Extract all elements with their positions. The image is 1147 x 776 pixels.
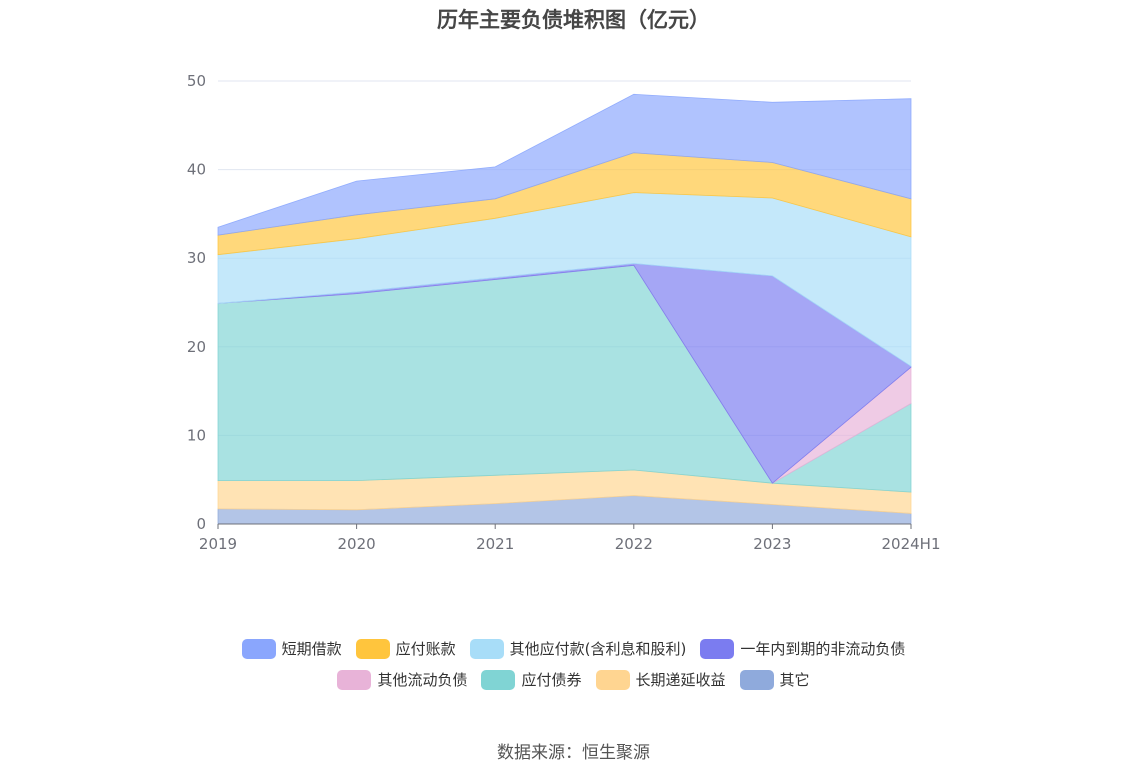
legend-label: 其他应付款(含利息和股利) — [509, 640, 687, 658]
y-tick-label: 10 — [187, 426, 206, 444]
legend-item[interactable]: 其他流动负债 — [337, 669, 467, 690]
y-tick-label: 20 — [187, 338, 206, 356]
chart-title: 历年主要负债堆积图（亿元） — [437, 8, 710, 32]
legend-swatch — [469, 638, 504, 659]
legend-item[interactable]: 一年内到期的非流动负债 — [700, 638, 905, 659]
legend-label: 其他流动负债 — [377, 671, 468, 689]
legend-swatch — [337, 669, 372, 690]
x-tick-label: 2019 — [199, 535, 237, 553]
legend-swatch — [739, 669, 774, 690]
x-tick-label: 2020 — [338, 535, 376, 553]
x-tick-label: 2021 — [476, 535, 514, 553]
y-tick-label: 40 — [187, 161, 206, 179]
legend-label: 其它 — [779, 671, 810, 689]
legend-item[interactable]: 短期借款 — [241, 638, 342, 659]
x-tick-label: 2024H1 — [882, 535, 941, 553]
area-series-7 — [217, 93, 912, 236]
stacked-area-chart: 0 10 20 30 40 50 2019 2020 2021 2022 2023 2024H1 — [187, 72, 941, 553]
axes: 0 10 20 30 40 50 2019 2020 2021 2022 2023 2024H1 — [187, 72, 941, 553]
legend-item[interactable]: 其他应付款(含利息和股利) — [469, 638, 687, 659]
legend-label: 长期递延收益 — [635, 671, 726, 689]
source-note: 数据来源：恒生聚源 — [497, 743, 650, 763]
legend-item[interactable]: 长期递延收益 — [595, 669, 726, 690]
y-tick-label: 0 — [196, 515, 206, 533]
y-tick-label: 50 — [187, 72, 206, 90]
legend-item[interactable]: 应付债券 — [481, 669, 582, 690]
legend-item[interactable]: 其它 — [739, 669, 810, 690]
legend: 短期借款 应付账款 其他应付款(含利息和股利) 一年内到期的非流动负债其他流动负债 应付… — [0, 638, 1147, 700]
area-series — [217, 93, 912, 525]
legend-swatch — [241, 638, 276, 659]
x-tick-label: 2022 — [615, 535, 653, 553]
legend-row: 短期借款 应付账款 其他应付款(含利息和股利) 一年内到期的非流动负债 — [0, 638, 1147, 659]
x-tick-label: 2023 — [753, 535, 791, 553]
legend-swatch — [700, 638, 735, 659]
legend-label: 应付债券 — [521, 671, 582, 689]
legend-swatch — [481, 669, 516, 690]
legend-swatch — [355, 638, 390, 659]
legend-label: 一年内到期的非流动负债 — [740, 640, 906, 658]
y-tick-label: 30 — [187, 249, 206, 267]
legend-swatch — [595, 669, 630, 690]
legend-label: 短期借款 — [281, 640, 342, 658]
legend-item[interactable]: 应付账款 — [355, 638, 456, 659]
legend-row: 其他流动负债 应付债券 长期递延收益 其它 — [0, 669, 1147, 690]
legend-label: 应付账款 — [395, 640, 456, 658]
